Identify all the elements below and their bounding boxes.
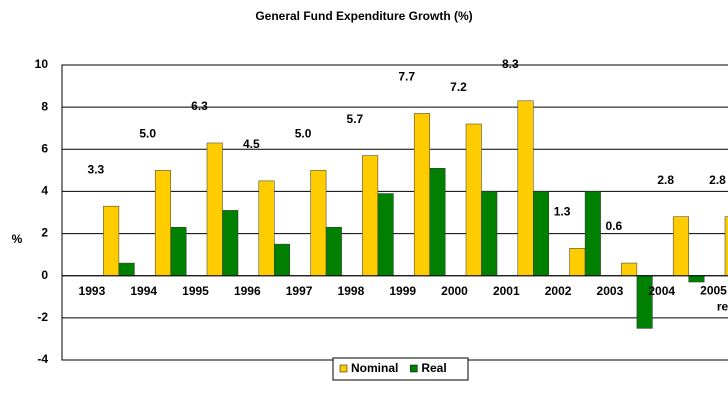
bar bbox=[517, 100, 534, 276]
bar bbox=[672, 216, 689, 276]
legend-swatch bbox=[410, 364, 418, 373]
data-label: 7.2 bbox=[450, 80, 467, 94]
chart-title: General Fund Expenditure Growth (%) bbox=[255, 9, 472, 23]
data-label: 5.7 bbox=[347, 112, 364, 126]
x-tick-label: 2000 bbox=[441, 284, 468, 298]
bar bbox=[377, 193, 394, 276]
bar bbox=[274, 243, 291, 276]
y-tick-label: 8 bbox=[41, 99, 48, 113]
data-label: 7.7 bbox=[398, 70, 415, 84]
data-label: 1.3 bbox=[554, 204, 571, 218]
x-tick-label: 1996 bbox=[234, 284, 261, 298]
x-tick-label: 1997 bbox=[286, 284, 313, 298]
x-tick-label: 2002 bbox=[545, 284, 572, 298]
data-label: 5.0 bbox=[139, 127, 156, 141]
y-tick-label: 10 bbox=[35, 57, 49, 71]
x-tick-label: 2004 bbox=[648, 284, 675, 298]
data-label: 6.3 bbox=[191, 99, 208, 113]
y-axis-label: % bbox=[12, 232, 23, 246]
bar bbox=[103, 205, 120, 276]
data-label: 2.8 bbox=[657, 173, 674, 187]
y-tick-label: 0 bbox=[41, 268, 48, 282]
bar bbox=[584, 191, 601, 276]
x-tick-label: 2005rec. bbox=[700, 284, 728, 314]
legend-label: Real bbox=[421, 361, 446, 375]
bar bbox=[362, 155, 379, 276]
x-tick-label: 1999 bbox=[389, 284, 416, 298]
y-tick-label: -4 bbox=[37, 352, 48, 366]
y-tick-label: 6 bbox=[41, 141, 48, 155]
x-tick-label: 1994 bbox=[130, 284, 157, 298]
bar bbox=[154, 170, 171, 276]
bar bbox=[688, 275, 705, 283]
y-tick-label: 4 bbox=[41, 184, 48, 198]
bar bbox=[206, 142, 223, 276]
bar bbox=[258, 180, 275, 276]
data-label: 5.0 bbox=[295, 127, 312, 141]
data-label: 2.8 bbox=[709, 173, 726, 187]
legend-box bbox=[332, 357, 469, 381]
bar bbox=[481, 191, 498, 276]
x-tick-label: 1993 bbox=[79, 284, 106, 298]
bar bbox=[222, 210, 239, 276]
x-tick-label: 1995 bbox=[182, 284, 209, 298]
bar bbox=[724, 216, 728, 276]
x-tick-label: 2001 bbox=[493, 284, 520, 298]
bar bbox=[118, 262, 135, 276]
legend-label: Nominal bbox=[351, 361, 398, 375]
data-label: 8.3 bbox=[502, 57, 519, 71]
y-tick-label: -2 bbox=[37, 310, 48, 324]
x-tick-label: 1998 bbox=[338, 284, 365, 298]
bar bbox=[533, 191, 550, 276]
bar bbox=[621, 262, 638, 276]
x-tick-label: 2003 bbox=[597, 284, 624, 298]
bar bbox=[170, 227, 187, 276]
bar bbox=[325, 227, 342, 276]
bar bbox=[310, 170, 327, 276]
data-label: 0.6 bbox=[606, 219, 623, 233]
bar bbox=[569, 248, 586, 276]
y-tick-label: 2 bbox=[41, 226, 48, 240]
bar bbox=[465, 123, 482, 276]
legend-swatch bbox=[339, 364, 348, 373]
data-label: 4.5 bbox=[243, 137, 260, 151]
bar bbox=[413, 113, 430, 276]
bar bbox=[429, 168, 446, 276]
data-label: 3.3 bbox=[88, 162, 105, 176]
